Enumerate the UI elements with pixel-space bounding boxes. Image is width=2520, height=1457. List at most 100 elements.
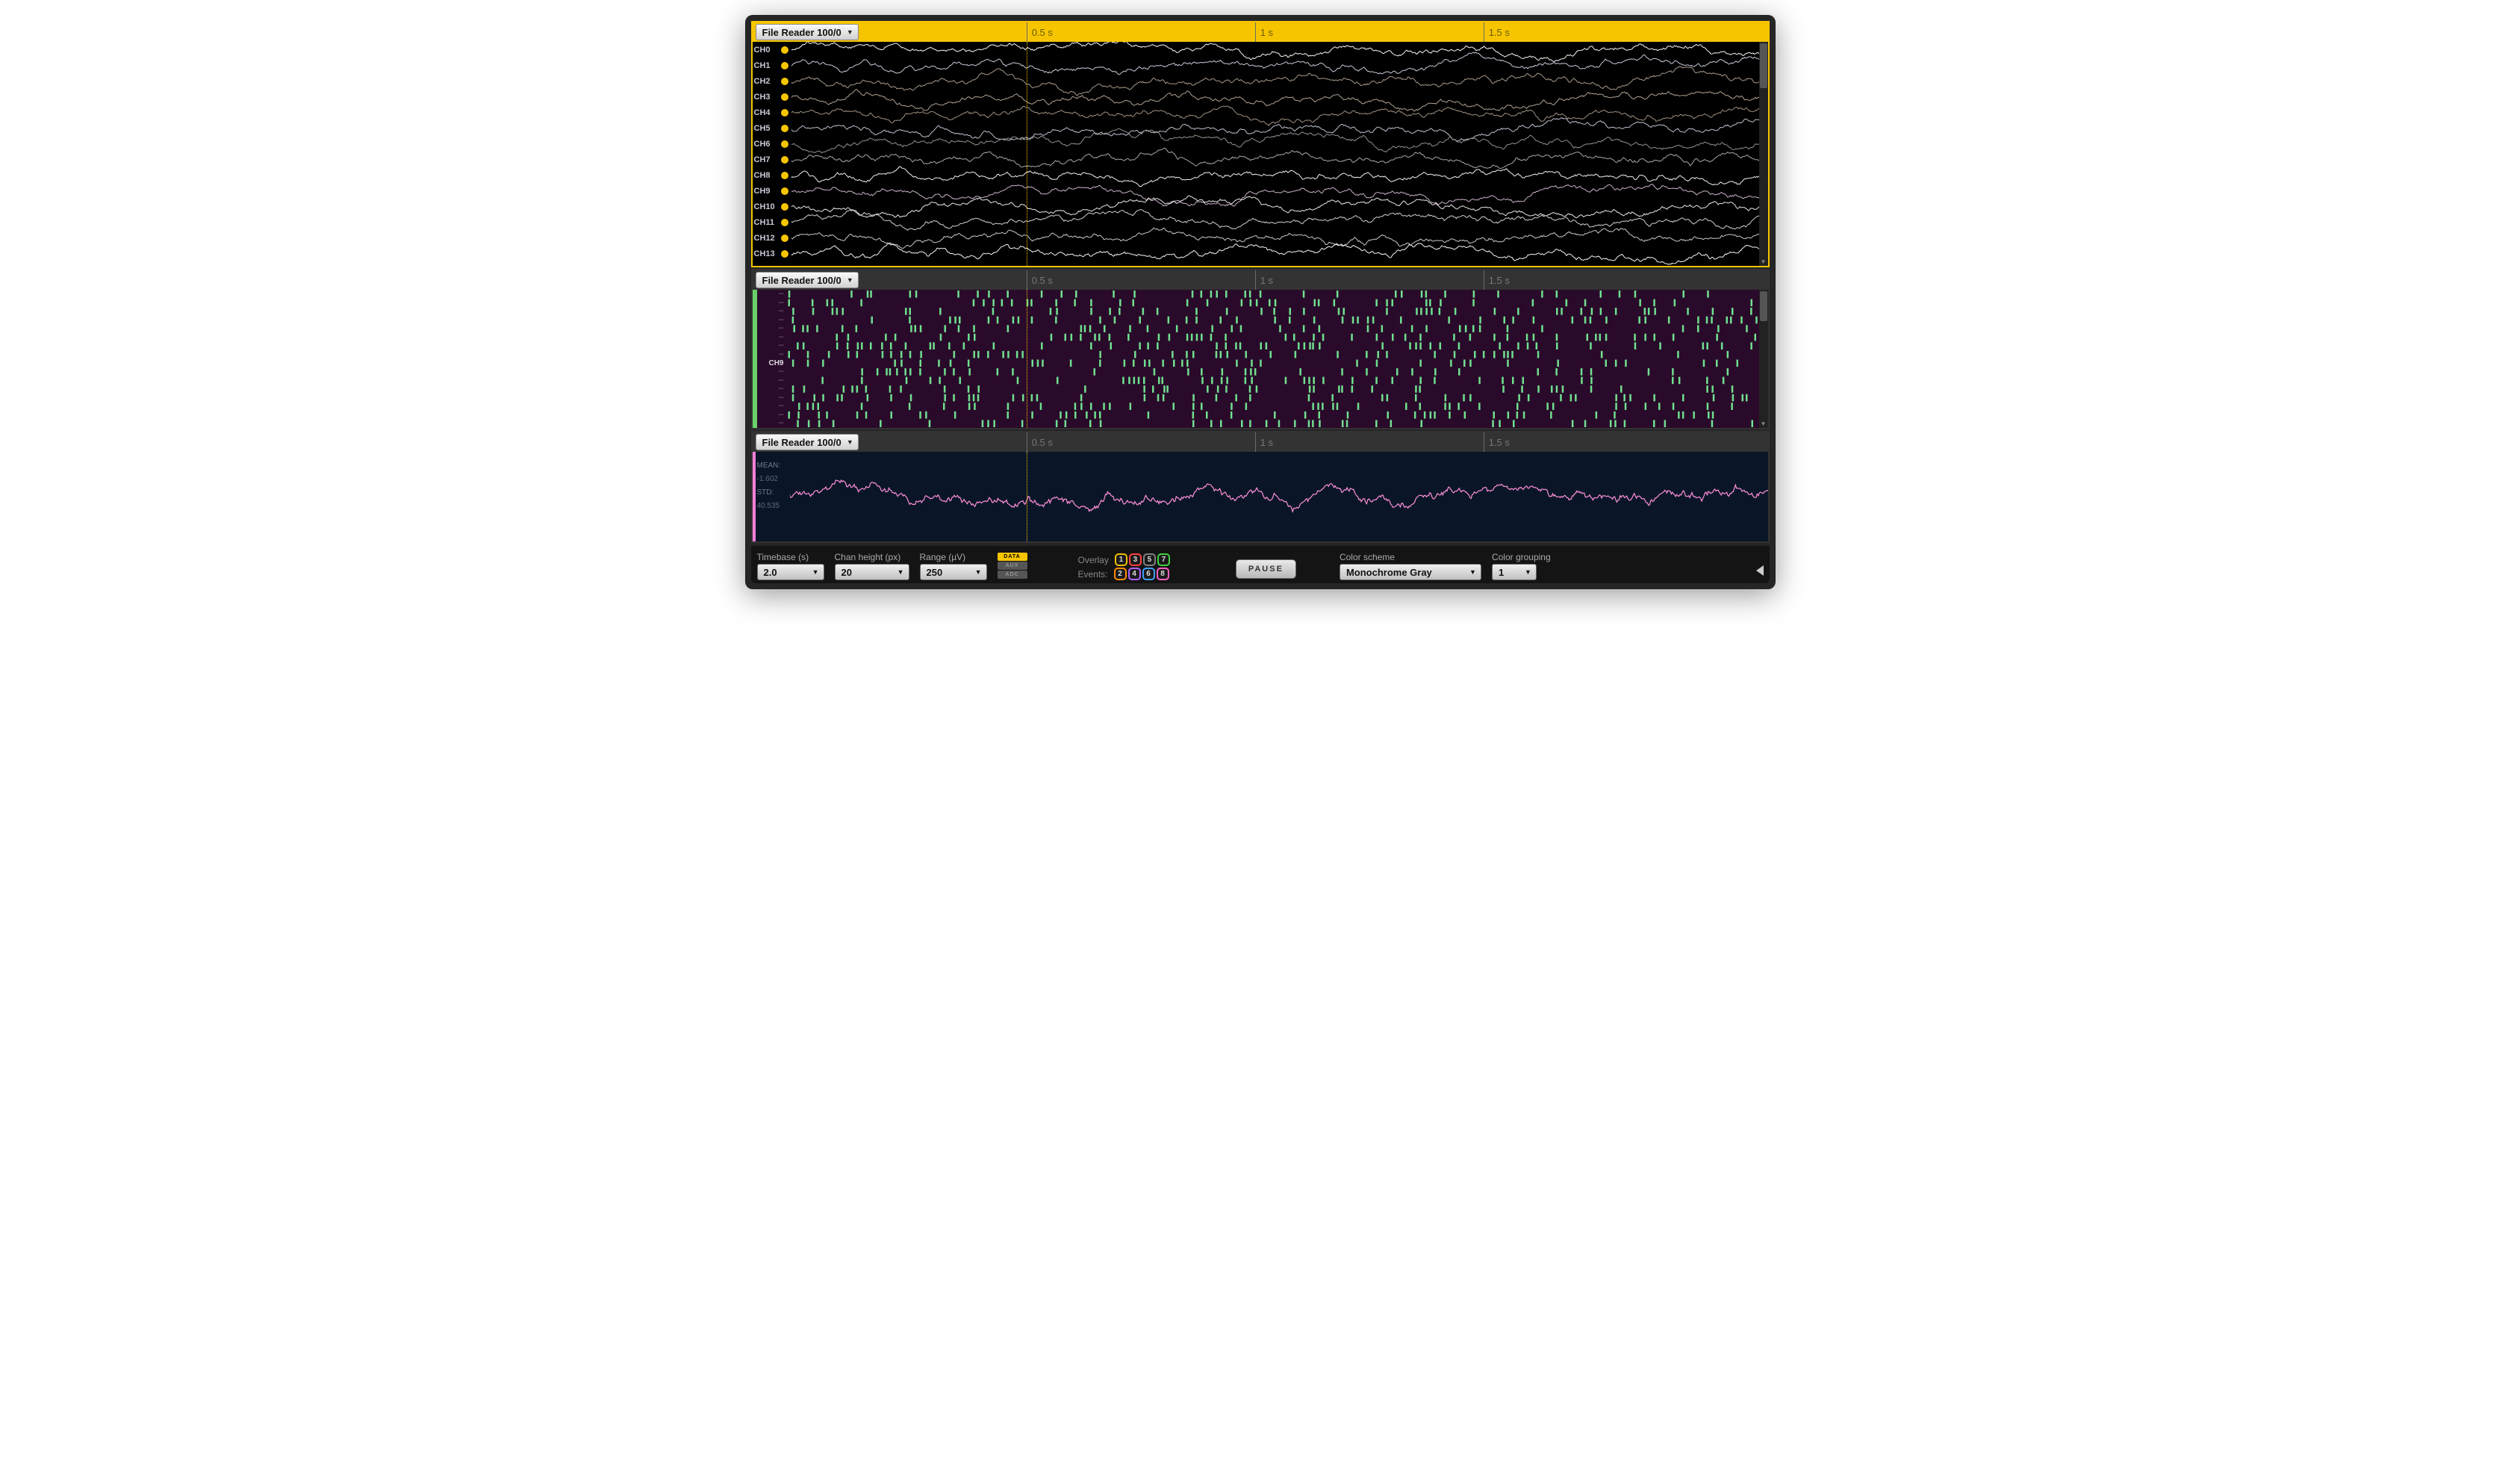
channel-marker-icon[interactable] xyxy=(781,187,788,195)
raster-time-ruler: 0.5 s1 s1.5 s xyxy=(753,270,1768,290)
scrollbar-thumb[interactable] xyxy=(1760,291,1767,321)
event-toggle-2[interactable]: 2 xyxy=(1114,568,1127,580)
scroll-down-icon[interactable]: ▼ xyxy=(1759,420,1768,428)
channel-marker-icon[interactable] xyxy=(781,93,788,101)
event-toggle-7[interactable]: 7 xyxy=(1157,553,1170,566)
raster-source-label: File Reader 100/0 xyxy=(762,275,841,286)
channel-marker-icon[interactable] xyxy=(781,250,788,258)
channel-label: CH7 xyxy=(753,155,780,164)
average-panel: File Reader 100/0 0.5 s1 s1.5 s MEAN: -1… xyxy=(751,431,1770,543)
overlay-pills-bottom: 2468 xyxy=(1114,568,1169,580)
timebase-control: Timebase (s) 2.0 xyxy=(757,552,824,580)
event-toggle-3[interactable]: 3 xyxy=(1129,553,1142,566)
channel-label: CH10 xyxy=(753,202,780,211)
raster-row-label: CH9 xyxy=(753,359,787,368)
time-tick: 0.5 s xyxy=(1027,270,1053,290)
raster-scrollbar[interactable]: ▲ ▼ xyxy=(1759,290,1768,428)
waveform-source-select[interactable]: File Reader 100/0 xyxy=(756,24,859,40)
color-scheme-control: Color scheme Monochrome Gray xyxy=(1340,552,1481,580)
color-grouping-label: Color grouping xyxy=(1492,552,1551,562)
stream-toggles: DATAAUXADC xyxy=(998,553,1027,579)
raster-row-label: -- xyxy=(753,341,787,350)
channel-label: CH1 xyxy=(753,61,780,70)
chan-height-select[interactable]: 20 xyxy=(835,564,909,580)
collapse-icon[interactable] xyxy=(1756,565,1764,576)
waveform-traces xyxy=(791,42,1759,266)
channel-marker-icon[interactable] xyxy=(781,78,788,85)
time-tick: 1.5 s xyxy=(1484,432,1510,452)
color-grouping-select[interactable]: 1 xyxy=(1492,564,1537,580)
stream-toggle-aux[interactable]: AUX xyxy=(998,562,1027,570)
event-toggle-6[interactable]: 6 xyxy=(1142,568,1155,580)
waveform-plot-area[interactable]: CH0CH1CH2CH3CH4CH5CH6CH7CH8CH9CH10CH11CH… xyxy=(753,42,1768,266)
app-window: File Reader 100/0 0.5 s1 s1.5 s CH0CH1CH… xyxy=(745,15,1776,589)
average-source-select[interactable]: File Reader 100/0 xyxy=(756,434,859,450)
average-stats-labels: MEAN: -1.602 STD: 40.535 xyxy=(757,459,781,513)
color-scheme-label: Color scheme xyxy=(1340,552,1481,562)
channel-label: CH0 xyxy=(753,46,780,55)
stream-toggle-adc[interactable]: ADC xyxy=(998,571,1027,579)
timebase-label: Timebase (s) xyxy=(757,552,824,562)
raster-row-label: -- xyxy=(753,350,787,359)
stream-toggle-data[interactable]: DATA xyxy=(998,553,1027,561)
event-toggle-8[interactable]: 8 xyxy=(1157,568,1169,580)
raster-channel-labels: ----------------CH9-------------- xyxy=(753,290,787,428)
channel-marker-icon[interactable] xyxy=(781,62,788,69)
scroll-down-icon[interactable]: ▼ xyxy=(1759,258,1768,266)
raster-row-label: -- xyxy=(753,394,787,403)
average-plot-area[interactable]: MEAN: -1.602 STD: 40.535 xyxy=(753,452,1768,541)
time-tick: 0.5 s xyxy=(1027,22,1053,42)
raster-row-label: -- xyxy=(753,299,787,308)
time-tick: 1.5 s xyxy=(1484,270,1510,290)
event-toggle-5[interactable]: 5 xyxy=(1143,553,1156,566)
overlay-title: Overlay xyxy=(1078,555,1109,565)
color-grouping-control: Color grouping 1 xyxy=(1492,552,1551,580)
channel-label: CH2 xyxy=(753,77,780,86)
chan-height-label: Chan height (px) xyxy=(835,552,909,562)
range-select[interactable]: 250 xyxy=(920,564,987,580)
channel-marker-icon[interactable] xyxy=(781,156,788,164)
raster-row-label: -- xyxy=(753,316,787,325)
mean-title: MEAN: xyxy=(757,459,781,473)
pause-button[interactable]: PAUSE xyxy=(1236,559,1296,579)
event-toggle-4[interactable]: 4 xyxy=(1128,568,1141,580)
scrollbar-thumb[interactable] xyxy=(1760,43,1767,88)
raster-row-label: -- xyxy=(753,411,787,420)
raster-row-label: -- xyxy=(753,307,787,316)
channel-marker-icon[interactable] xyxy=(781,172,788,179)
channel-marker-icon[interactable] xyxy=(781,46,788,54)
chan-height-control: Chan height (px) 20 xyxy=(835,552,909,580)
raster-row-label: -- xyxy=(753,376,787,385)
range-label: Range (µV) xyxy=(920,552,987,562)
raster-row-label: -- xyxy=(753,333,787,342)
raster-panel-header: File Reader 100/0 0.5 s1 s1.5 s xyxy=(753,270,1768,290)
channel-label: CH9 xyxy=(753,187,780,196)
average-panel-header: File Reader 100/0 0.5 s1 s1.5 s xyxy=(753,432,1768,452)
raster-row-label: -- xyxy=(753,324,787,333)
raster-row-label: -- xyxy=(753,290,787,299)
overlay-pills-top: 1357 xyxy=(1115,553,1170,566)
channel-marker-icon[interactable] xyxy=(781,109,788,117)
channel-marker-icon[interactable] xyxy=(781,234,788,242)
raster-row-label: -- xyxy=(753,419,787,428)
waveform-time-ruler: 0.5 s1 s1.5 s xyxy=(753,22,1768,42)
waveform-scrollbar[interactable]: ▲ ▼ xyxy=(1759,42,1768,266)
event-toggle-1[interactable]: 1 xyxy=(1115,553,1127,566)
timebase-select[interactable]: 2.0 xyxy=(757,564,824,580)
mean-value: -1.602 xyxy=(757,473,781,486)
overlay-events-block: Overlay 1357 Events: 2468 xyxy=(1078,553,1170,580)
time-tick: 1 s xyxy=(1255,22,1273,42)
channel-marker-icon[interactable] xyxy=(781,203,788,211)
raster-plot-area[interactable]: ----------------CH9-------------- ▲ ▼ xyxy=(753,290,1768,428)
channel-marker-icon[interactable] xyxy=(781,219,788,226)
color-scheme-select[interactable]: Monochrome Gray xyxy=(1340,564,1481,580)
channel-marker-icon[interactable] xyxy=(781,140,788,148)
channel-label: CH5 xyxy=(753,124,780,133)
raster-row-label: -- xyxy=(753,402,787,411)
waveform-channel-labels: CH0CH1CH2CH3CH4CH5CH6CH7CH8CH9CH10CH11CH… xyxy=(753,42,791,261)
channel-marker-icon[interactable] xyxy=(781,125,788,132)
std-title: STD: xyxy=(757,486,781,500)
waveform-source-label: File Reader 100/0 xyxy=(762,27,841,38)
average-time-ruler: 0.5 s1 s1.5 s xyxy=(753,432,1768,452)
raster-source-select[interactable]: File Reader 100/0 xyxy=(756,272,859,288)
